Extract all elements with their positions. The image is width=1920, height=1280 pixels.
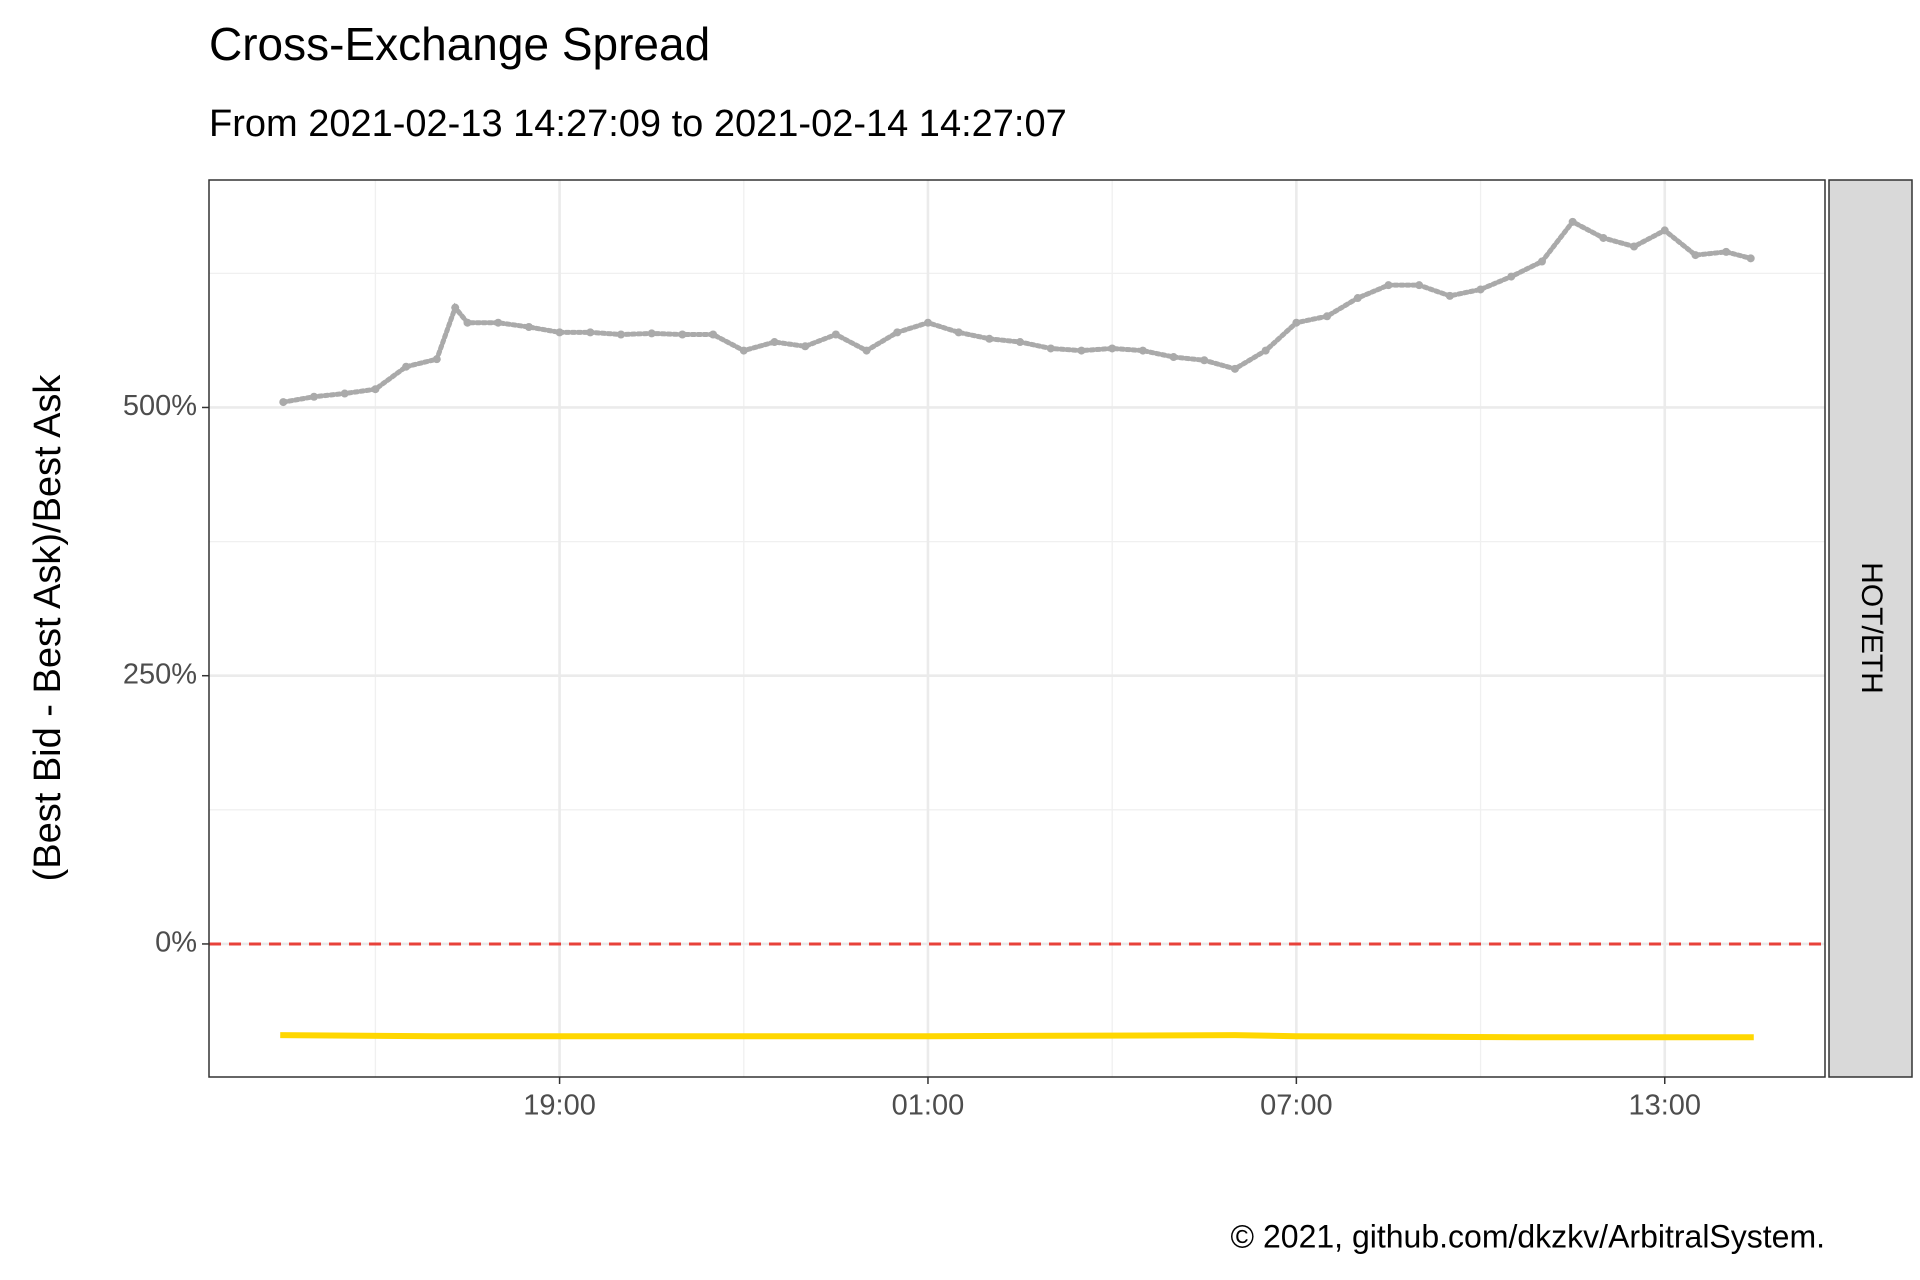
chart-subtitle: From 2021-02-13 14:27:09 to 2021-02-14 1… [209,103,1067,145]
y-tick-label: 0% [155,927,197,959]
caption: © 2021, github.com/dkzkv/ArbitralSystem. [1231,1218,1825,1254]
y-tick-label: 250% [123,658,197,690]
facet-label: HOT/ETH [1855,562,1888,694]
x-tick-label: 07:00 [1260,1090,1333,1122]
x-tick-label: 13:00 [1628,1090,1701,1122]
chart-title: Cross-Exchange Spread [209,18,710,70]
plot-border [208,179,1826,1078]
y-tick-label: 500% [123,390,197,422]
facet-strip [1828,179,1913,1078]
point-trail [280,218,1754,405]
x-tick-label: 01:00 [892,1090,965,1122]
data-line [280,1032,1754,1041]
x-tick-label: 19:00 [523,1090,596,1122]
y-axis-label: (Best Bid - Best Ask)/Best Ask [27,374,69,882]
